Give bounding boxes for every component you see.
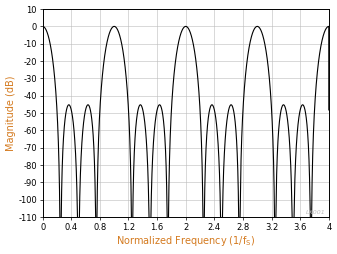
X-axis label: Normalized Frequency (1/f$_\mathregular{S}$): Normalized Frequency (1/f$_\mathregular{… [116,234,255,248]
Text: LX001: LX001 [306,210,326,215]
Y-axis label: Magnitude (dB): Magnitude (dB) [5,75,16,151]
